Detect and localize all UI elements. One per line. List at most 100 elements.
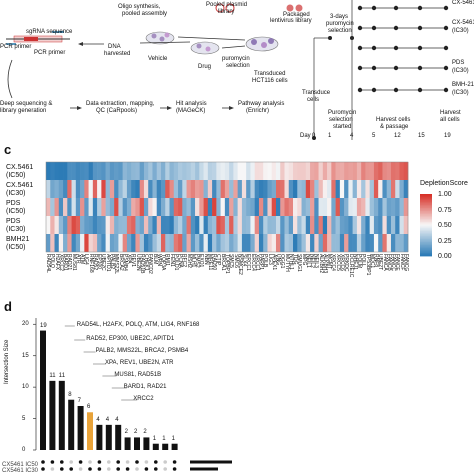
heatmap-cell: [378, 198, 383, 216]
heatmap-cell: [241, 180, 247, 198]
heatmap-cell: [152, 216, 158, 234]
condition-dot: [371, 45, 377, 51]
heatmap-cell: [284, 234, 290, 252]
heatmap-cell: [182, 180, 187, 198]
heatmap-cell: [327, 162, 332, 180]
heatmap-cell: [97, 162, 102, 180]
heatmap-cell: [403, 198, 409, 216]
vehicle-dish-icon: [145, 31, 175, 45]
heatmap-cell: [365, 180, 370, 198]
condition-dot: [357, 87, 363, 93]
heatmap-cell: [203, 216, 209, 234]
legend-swatch: [420, 217, 432, 220]
heatmap-cell: [293, 180, 298, 198]
heatmap-cell: [275, 234, 281, 252]
heatmap-cell: [126, 198, 132, 216]
heatmap-cell: [229, 198, 234, 216]
legend-swatch: [420, 200, 432, 203]
heatmap-cell: [122, 180, 128, 198]
heatmap-cell: [395, 162, 400, 180]
heatmap-cell: [382, 198, 388, 216]
heatmap-cell: [301, 216, 307, 234]
heatmap-cell: [275, 180, 281, 198]
selection-label: selection: [226, 63, 250, 69]
heatmap-cell: [314, 180, 319, 198]
heatmap-cell: [263, 216, 268, 234]
heatmap-cell: [403, 234, 409, 252]
heatmap-cell: [399, 216, 405, 234]
heatmap-cell: [365, 216, 370, 234]
heatmap-cell: [212, 216, 217, 234]
heatmap-row-label-6: PDS: [6, 218, 21, 225]
packaged-label: Packaged: [283, 12, 310, 18]
plasmid-label: Pooled plasmid: [206, 2, 248, 8]
matrix-dot: [154, 460, 158, 464]
heatmap-cell: [75, 198, 81, 216]
heatmap-cell: [246, 162, 251, 180]
legend-swatch: [420, 223, 432, 226]
plasmid-label-2: library: [218, 9, 235, 15]
heatmap-row-label-3: (IC30): [6, 190, 26, 197]
heatmap-cell: [101, 162, 106, 180]
heatmap-cell: [322, 234, 328, 252]
day-label: Day: [300, 133, 311, 139]
heatmap-cell: [50, 180, 55, 198]
heatmap-cell: [182, 234, 187, 252]
upset-bar-value-7: 4: [96, 416, 100, 423]
upset-bar-13: [152, 443, 159, 450]
legend-swatch: [420, 214, 432, 217]
heatmap-cell: [220, 234, 226, 252]
heatmap-cell: [399, 198, 405, 216]
heatmap-cell: [118, 180, 123, 198]
upset-bar-3: [58, 380, 65, 450]
condition-dot: [357, 45, 363, 51]
heatmap-cell: [122, 198, 128, 216]
heatmap-cell: [58, 180, 64, 198]
upset-bar-11: [134, 437, 140, 450]
heatmap-cell: [335, 180, 341, 198]
heatmap-cell: [271, 234, 277, 252]
heatmap-cell: [310, 234, 315, 252]
heatmap-cell: [267, 198, 273, 216]
heatmap-cell: [288, 234, 294, 252]
heatmap-cell: [254, 162, 260, 180]
heatmap-cell: [314, 234, 319, 252]
condition-dot: [443, 65, 449, 71]
heatmap-cell: [105, 162, 111, 180]
heatmap-cell: [173, 162, 179, 180]
heatmap-cell: [352, 180, 358, 198]
heatmap-cell: [263, 198, 268, 216]
heatmap-cell: [280, 198, 285, 216]
harvested-label: harvested: [104, 51, 131, 57]
heatmap-cell: [258, 162, 264, 180]
heatmap-cell: [258, 198, 264, 216]
upset-bar-value-5: 7: [77, 398, 81, 404]
heatmap-cell: [92, 162, 98, 180]
heatmap-cell: [310, 198, 315, 216]
heatmap-cell: [212, 234, 217, 252]
heatmap-cell: [63, 216, 68, 234]
heatmap-cell: [67, 234, 72, 252]
upset-bar-value-13: 1: [152, 435, 157, 442]
heatmap-cell: [109, 198, 115, 216]
heatmap-cell: [233, 180, 238, 198]
heatmap-cell: [114, 216, 119, 234]
matrix-dot: [125, 460, 130, 464]
puromycin-label: puromycin: [222, 56, 250, 62]
heatmap-cell: [390, 180, 396, 198]
heatmap-cell: [101, 216, 106, 234]
condition-dot: [417, 87, 423, 93]
upset-ytick-label-20: 20: [22, 321, 29, 328]
heatmap-cell: [203, 180, 209, 198]
heatmap-cell: [339, 162, 345, 180]
legend-swatch: [420, 245, 432, 248]
heatmap-cell: [173, 198, 179, 216]
condition-dot: [417, 5, 423, 11]
heatmap-cell: [275, 198, 281, 216]
heatmap-cell: [344, 180, 349, 198]
heatmap-cell: [63, 198, 68, 216]
heatmap-cell: [263, 234, 268, 252]
upset-bar-9: [115, 424, 122, 450]
heatmap-cell: [344, 234, 349, 252]
heatmap-cell: [122, 216, 128, 234]
